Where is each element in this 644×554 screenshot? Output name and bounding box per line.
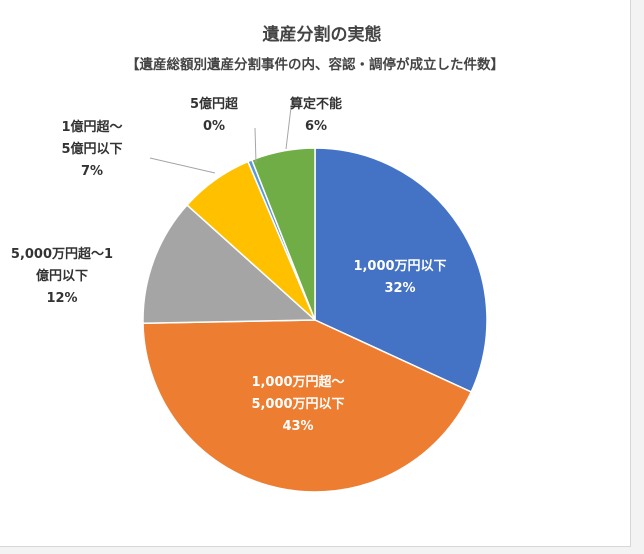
chart-title: 遺産分割の実態 [263, 24, 382, 45]
slice-percent-label: 12% [46, 291, 77, 306]
leader-line [254, 127, 257, 164]
chart-subtitle: 【遺産総額別遺産分割事件の内、容認・調停が成立した件数】 [126, 56, 504, 73]
slice-category-label: 5億円超 [190, 96, 239, 112]
slice-percent-label: 7% [81, 164, 103, 179]
slice-category-label: 5,000万円以下 [251, 397, 344, 412]
slice-category-label: 1億円超～ [61, 119, 122, 135]
pie-slice [314, 147, 488, 393]
slice-category-label: 5,000万円超～1 [11, 246, 113, 262]
slice-category-label: 1,000万円超～ [251, 374, 344, 390]
slice-category-label: 億円以下 [36, 268, 88, 284]
slice-percent-label: 0% [203, 119, 225, 134]
pie-slice [250, 147, 316, 321]
slice-percent-label: 6% [305, 119, 327, 134]
slice-percent-label: 32% [384, 281, 415, 296]
pie-slice [142, 319, 473, 493]
slice-category-label: 算定不能 [290, 96, 342, 112]
slice-percent-label: 43% [282, 419, 313, 434]
slice-category-label: 5億円以下 [61, 141, 122, 157]
slice-category-label: 1,000万円以下 [353, 259, 446, 274]
leader-line [149, 157, 216, 174]
leader-line [285, 98, 298, 150]
pie-slice [142, 203, 317, 324]
chart-frame: 遺産分割の実態 【遺産総額別遺産分割事件の内、容認・調停が成立した件数】 1,0… [0, 0, 631, 547]
